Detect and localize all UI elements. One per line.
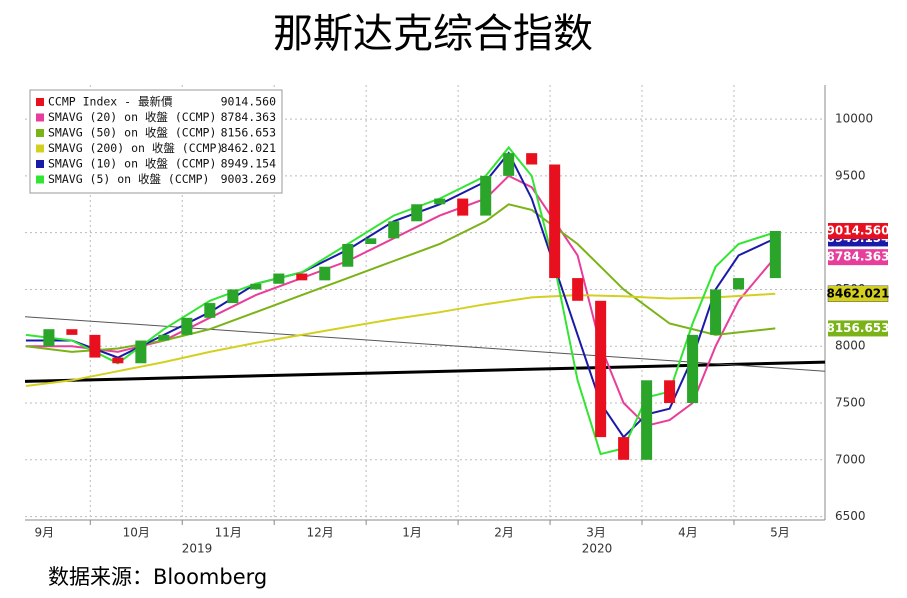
legend-value: 8156.653	[221, 126, 276, 140]
candle	[273, 273, 285, 284]
candle	[112, 357, 124, 364]
x-tick-label: 11月	[215, 526, 242, 540]
value-tag-label: 8156.653	[826, 321, 889, 335]
candle	[687, 334, 699, 404]
candle	[434, 198, 446, 205]
source-note: 数据来源：Bloomberg	[48, 565, 267, 589]
candle	[503, 153, 515, 176]
legend-swatch	[36, 113, 44, 122]
candle	[641, 380, 653, 460]
year-label: 2020	[582, 542, 613, 556]
legend-swatch	[36, 129, 44, 137]
x-tick-label: 12月	[307, 526, 334, 540]
legend-label: SMAVG (10) on 收盤 (CCMP)	[48, 157, 216, 171]
candle	[457, 198, 469, 216]
candle	[769, 230, 781, 279]
chart-title: 那斯达克综合指数	[273, 11, 593, 57]
y-tick-label: 8000	[835, 339, 866, 353]
value-tag-label: 9014.560	[826, 223, 889, 237]
legend-label: SMAVG (5) on 收盤 (CCMP)	[48, 172, 209, 186]
candle	[43, 329, 55, 347]
legend-value: 8462.021	[221, 141, 276, 155]
series-line	[25, 151, 776, 439]
x-tick-label: 3月	[586, 526, 606, 540]
y-tick-label: 7000	[835, 452, 866, 466]
legend-value: 9014.560	[221, 95, 276, 109]
value-tag	[828, 222, 888, 239]
legend-box	[29, 89, 283, 194]
candle	[411, 204, 423, 222]
x-tick-label: 5月	[770, 526, 790, 540]
candle	[296, 273, 308, 281]
x-tick-label: 10月	[123, 526, 150, 540]
candle	[388, 221, 400, 239]
legend-swatch	[36, 175, 44, 184]
series-line	[25, 145, 776, 456]
candle	[158, 334, 170, 341]
legend-value: 9003.269	[221, 172, 276, 186]
year-label: 2019	[182, 542, 213, 556]
value-tag	[827, 285, 889, 303]
candle	[89, 334, 101, 358]
candle	[618, 437, 630, 460]
x-tick-label: 1月	[402, 526, 422, 540]
candle	[365, 238, 377, 245]
x-tick-label: 9月	[34, 526, 54, 540]
x-tick-label: 2月	[494, 526, 514, 540]
candle	[480, 175, 492, 216]
legend-label: SMAVG (20) on 收盤 (CCMP)	[48, 110, 216, 124]
x-tick-label: 4月	[678, 526, 698, 540]
value-tag-label: 8784.363	[826, 250, 889, 264]
candle	[227, 289, 239, 304]
candle	[710, 289, 722, 335]
y-tick-label: 9500	[835, 168, 866, 182]
candle	[342, 244, 354, 267]
legend-label: SMAVG (50) on 收盤 (CCMP)	[48, 126, 216, 140]
candle	[319, 266, 331, 281]
candle	[204, 303, 216, 318]
candle	[135, 340, 147, 364]
series-line	[25, 203, 776, 353]
y-tick-label: 6500	[835, 509, 866, 523]
series-line	[25, 292, 776, 387]
value-tag	[828, 249, 888, 266]
candle	[66, 329, 78, 335]
candle	[595, 300, 607, 438]
value-tag	[828, 320, 888, 337]
legend-swatch	[36, 98, 44, 106]
legend-swatch	[36, 160, 44, 168]
candle	[181, 317, 193, 335]
legend-value: 8784.363	[221, 110, 276, 124]
candle	[733, 278, 745, 290]
candle	[572, 278, 584, 301]
candle	[250, 283, 262, 290]
legend-label: CCMP Index - 最新價	[48, 95, 173, 109]
y-tick-label: 10000	[835, 112, 873, 126]
candle	[526, 153, 538, 165]
y-tick-label: 7500	[835, 396, 866, 410]
legend-swatch	[36, 144, 44, 153]
legend-label: SMAVG (200) on 收盤 (CCMP)	[48, 141, 223, 155]
candle	[549, 164, 561, 279]
value-tag-label: 8462.021	[826, 286, 889, 300]
legend-value: 8949.154	[221, 157, 276, 171]
candle	[664, 380, 676, 404]
